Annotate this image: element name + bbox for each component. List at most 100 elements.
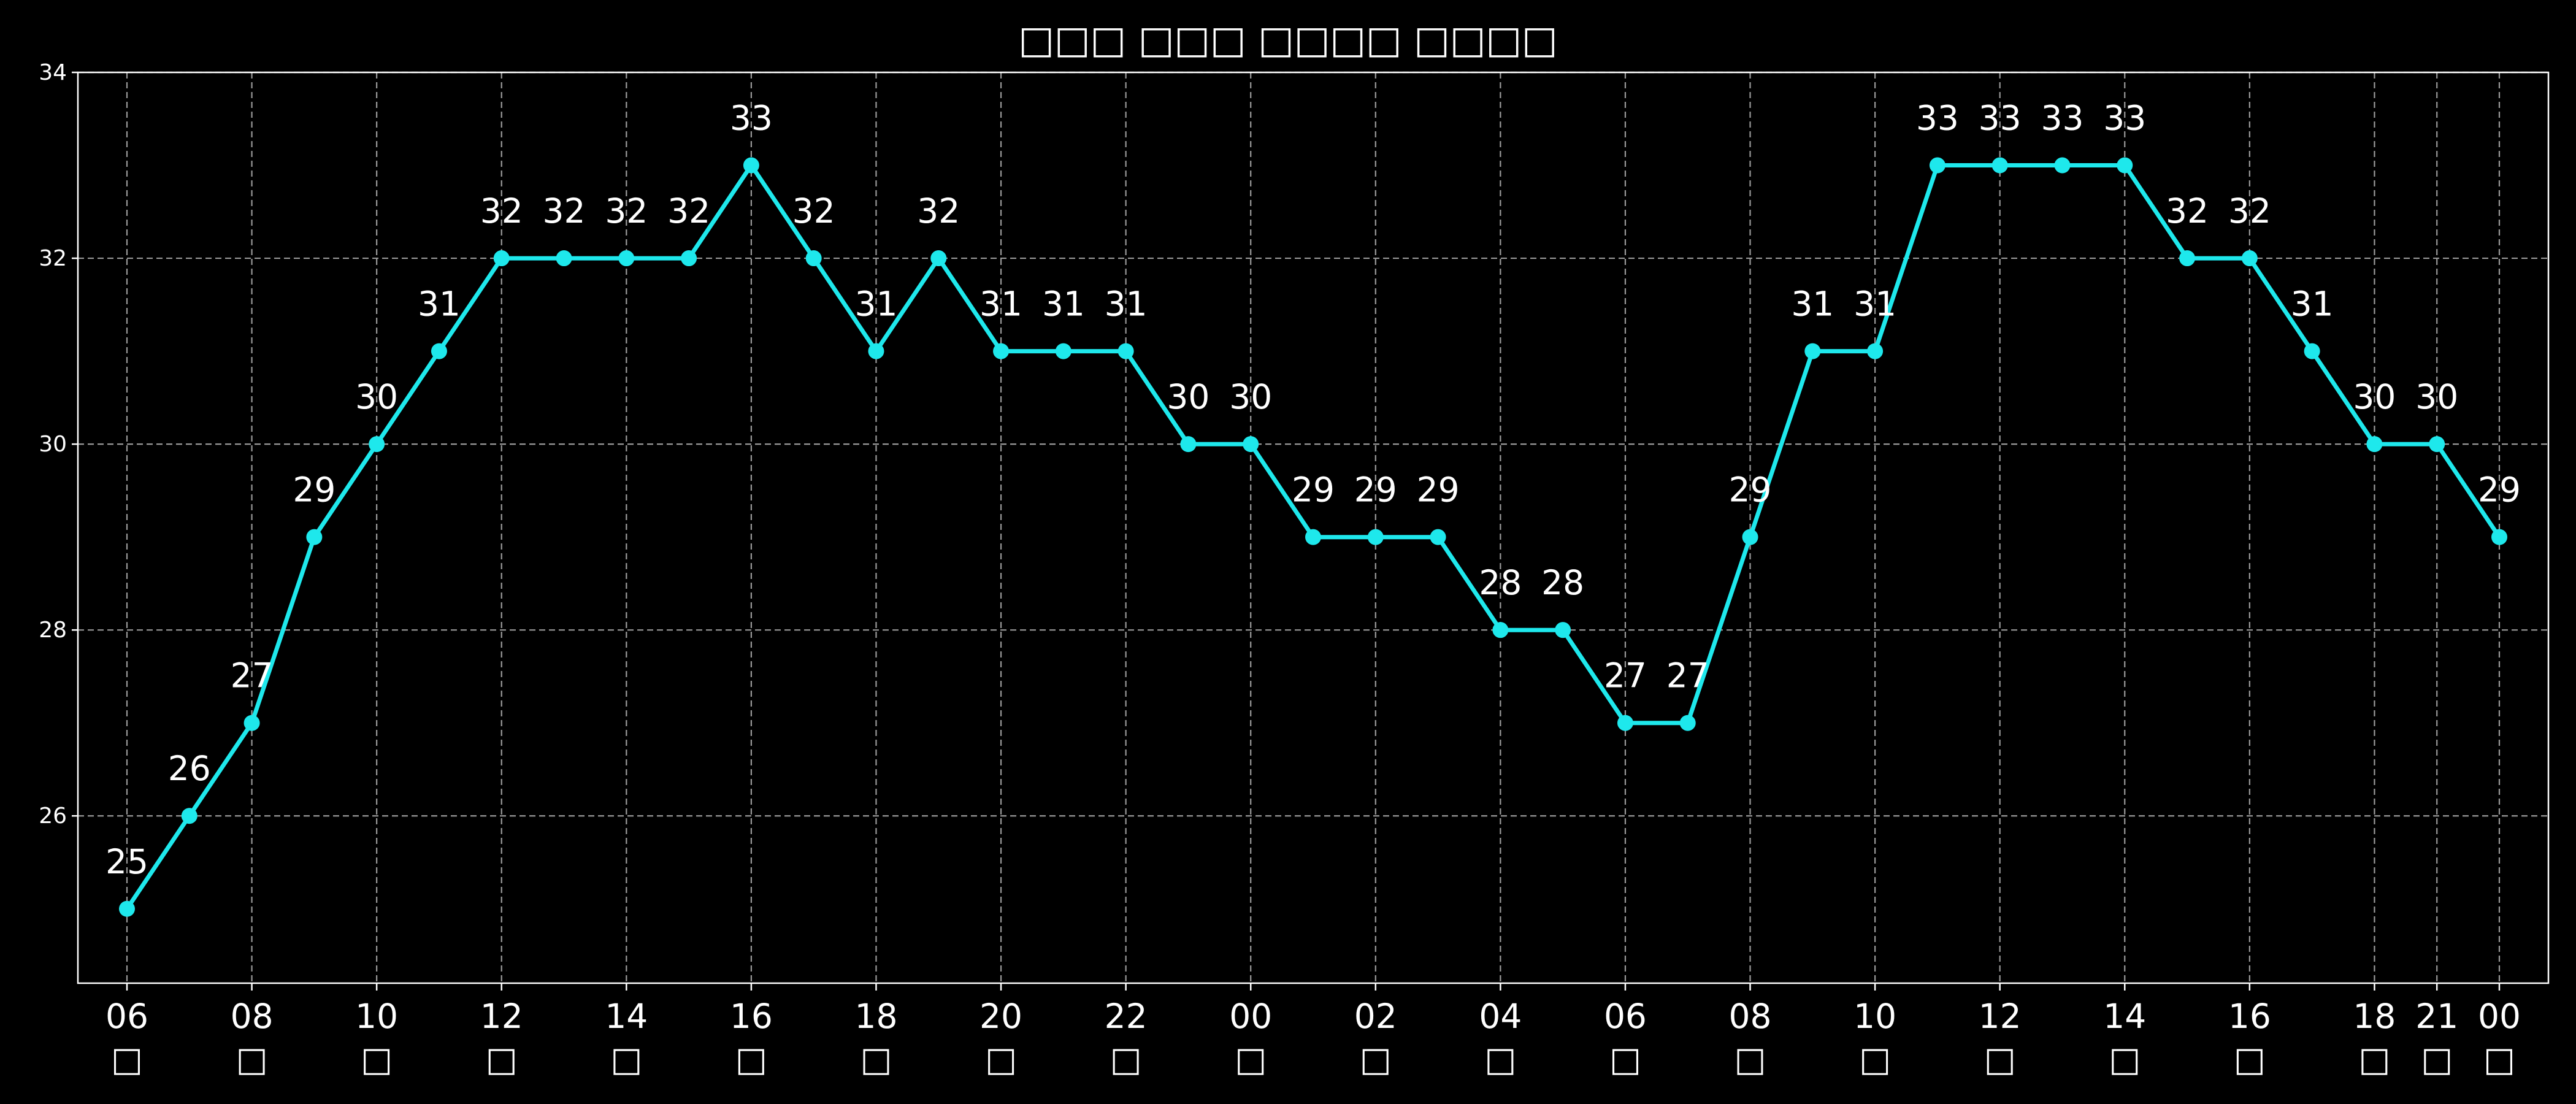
x-tick-unit: □ <box>860 1040 892 1079</box>
data-point <box>930 250 947 267</box>
data-label: 31 <box>2291 285 2334 324</box>
y-tick-label: 34 <box>39 60 67 85</box>
data-point <box>681 250 697 267</box>
data-label: 29 <box>1354 470 1397 510</box>
data-point <box>2117 157 2133 174</box>
x-tick-unit: □ <box>1484 1040 1516 1079</box>
x-tick-label: 22 <box>1105 997 1148 1036</box>
x-tick-label: 21 <box>2415 997 2458 1036</box>
x-tick-label: 06 <box>105 997 148 1036</box>
x-tick-label: 18 <box>2353 997 2396 1036</box>
x-tick-unit: □ <box>2483 1040 2515 1079</box>
data-point <box>1617 715 1633 731</box>
x-tick-label: 12 <box>480 997 523 1036</box>
data-point <box>2429 436 2445 453</box>
axes: 26 28 30 32 34 06 □ 08 □ 10 □ 12 □ 14 □ 16 □ 18 □ 20 □ 22 □ 00 □… <box>39 60 2521 1079</box>
data-label: 31 <box>1042 285 1085 324</box>
data-label: 32 <box>2166 191 2209 231</box>
data-point <box>181 808 197 824</box>
data-point <box>2304 343 2320 359</box>
data-label: 31 <box>1853 285 1896 324</box>
grid-lines <box>78 71 2548 983</box>
y-tick-label: 28 <box>39 618 67 643</box>
x-tick-unit: □ <box>2421 1040 2453 1079</box>
x-tick-label: 10 <box>355 997 398 1036</box>
data-label: 32 <box>605 191 648 231</box>
data-label: 30 <box>1229 377 1272 416</box>
data-label: 31 <box>418 285 461 324</box>
data-label: 29 <box>1417 470 1460 510</box>
x-tick-label: 16 <box>2228 997 2271 1036</box>
x-tick-label: 10 <box>1853 997 1896 1036</box>
x-tick-unit: □ <box>111 1040 143 1079</box>
y-tick-label: 30 <box>39 432 67 457</box>
x-tick-label: 00 <box>2478 997 2521 1036</box>
x-tick-label: 06 <box>1604 997 1647 1036</box>
data-label: 32 <box>792 191 835 231</box>
x-tick-unit: □ <box>1859 1040 1891 1079</box>
data-point <box>2366 436 2383 453</box>
data-label: 30 <box>355 377 398 416</box>
x-tick-label: 08 <box>231 997 274 1036</box>
data-label: 32 <box>480 191 523 231</box>
data-label: 27 <box>1666 656 1709 696</box>
data-point <box>1430 529 1446 545</box>
data-point <box>2241 250 2258 267</box>
data-point <box>493 250 510 267</box>
data-point <box>1055 343 1071 359</box>
data-point <box>1742 529 1758 545</box>
data-point <box>805 250 822 267</box>
data-point <box>2179 250 2196 267</box>
x-tick-unit: □ <box>486 1040 518 1079</box>
x-tick-label: 14 <box>605 997 648 1036</box>
data-label: 31 <box>979 285 1022 324</box>
data-label: 30 <box>2353 377 2396 416</box>
data-label: 33 <box>2041 99 2083 138</box>
y-tick-label: 26 <box>39 803 67 829</box>
data-point <box>1243 436 1259 453</box>
data-point <box>1180 436 1197 453</box>
data-label: 31 <box>854 285 897 324</box>
y-tick-label: 32 <box>39 246 67 271</box>
x-tick-unit: □ <box>1609 1040 1641 1079</box>
data-label: 29 <box>293 470 335 510</box>
data-point <box>1867 343 1884 359</box>
data-point <box>431 343 447 359</box>
x-tick-label: 04 <box>1479 997 1522 1036</box>
data-point <box>1305 529 1321 545</box>
data-label: 33 <box>1979 99 2022 138</box>
x-tick-label: 02 <box>1354 997 1397 1036</box>
data-label: 29 <box>2478 470 2521 510</box>
data-point <box>1804 343 1821 359</box>
x-tick-label: 12 <box>1979 997 2022 1036</box>
x-tick-unit: □ <box>1110 1040 1142 1079</box>
data-point <box>306 529 323 545</box>
plot-frame <box>77 71 2550 984</box>
x-tick-unit: □ <box>985 1040 1017 1079</box>
x-tick-unit: □ <box>1735 1040 1766 1079</box>
data-label: 27 <box>1604 656 1647 696</box>
data-label: 30 <box>1167 377 1209 416</box>
data-label: 27 <box>231 656 274 696</box>
data-point <box>1117 343 1134 359</box>
data-point <box>868 343 884 359</box>
data-label: 29 <box>1729 470 1772 510</box>
data-point <box>119 900 135 917</box>
x-tick-unit: □ <box>236 1040 268 1079</box>
data-label: 30 <box>2415 377 2458 416</box>
data-point <box>1555 622 1571 638</box>
data-point <box>1991 157 2008 174</box>
x-tick-unit: □ <box>610 1040 642 1079</box>
data-label: 33 <box>730 99 773 138</box>
x-tick-unit: □ <box>735 1040 767 1079</box>
data-label: 31 <box>1791 285 1834 324</box>
data-label: 28 <box>1541 563 1584 602</box>
x-tick-label: 00 <box>1229 997 1272 1036</box>
x-tick-label: 18 <box>854 997 897 1036</box>
data-point <box>1929 157 1945 174</box>
data-point <box>618 250 635 267</box>
x-tick-unit: □ <box>1984 1040 2016 1079</box>
